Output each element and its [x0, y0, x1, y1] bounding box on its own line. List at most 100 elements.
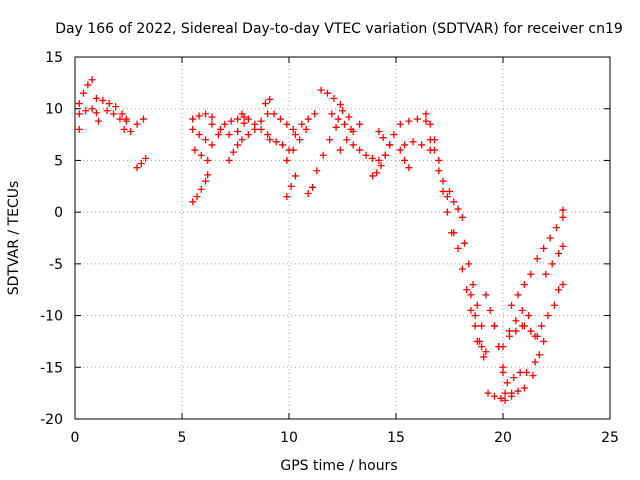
series-arc-be	[75, 117, 103, 133]
data-point	[309, 183, 317, 191]
series-arc-aj	[426, 136, 456, 237]
data-point	[326, 136, 334, 144]
data-point	[272, 138, 280, 146]
data-point	[324, 89, 332, 97]
data-point	[484, 389, 492, 397]
data-point	[435, 167, 443, 175]
series-arc-u	[291, 110, 319, 139]
data-point	[356, 120, 364, 128]
data-point	[443, 208, 451, 216]
plot-frame	[74, 56, 611, 420]
data-point	[550, 301, 558, 309]
data-point	[458, 265, 466, 273]
data-point	[334, 115, 342, 123]
series-arc-ad	[381, 131, 398, 159]
data-point	[311, 110, 319, 118]
data-point	[95, 117, 103, 125]
x-tick-label: 10	[280, 430, 298, 446]
data-point	[422, 117, 430, 125]
data-point	[405, 164, 413, 172]
data-point	[202, 136, 210, 144]
data-point	[463, 286, 471, 294]
data-point	[287, 182, 295, 190]
data-point	[471, 322, 479, 330]
data-point	[377, 162, 385, 170]
data-point	[544, 312, 552, 320]
data-point	[531, 358, 539, 366]
data-point	[240, 119, 248, 127]
data-point	[133, 120, 141, 128]
data-point	[75, 125, 83, 133]
data-point	[490, 392, 498, 400]
data-point	[142, 154, 150, 162]
y-axis-title: SDTVAR / TECUs	[6, 181, 22, 296]
data-point	[88, 105, 96, 113]
series-arc-am	[460, 239, 486, 330]
data-point	[82, 107, 90, 115]
data-point	[120, 125, 128, 133]
data-point	[193, 193, 201, 201]
data-point	[396, 146, 404, 154]
series-arc-ar	[484, 389, 509, 402]
y-tick-label: 0	[54, 205, 63, 221]
data-point	[559, 242, 567, 250]
data-point	[490, 322, 498, 330]
series-arc-bb	[542, 242, 567, 278]
data-point	[116, 115, 124, 123]
data-point	[548, 260, 556, 268]
data-point	[204, 156, 212, 164]
data-point	[244, 115, 252, 123]
series-arc-w	[313, 123, 340, 175]
series-arc-ae	[375, 127, 387, 142]
data-point	[214, 131, 222, 139]
series-arc-ay	[531, 301, 558, 340]
data-point	[368, 154, 376, 162]
data-point	[542, 270, 550, 278]
series-arc-t	[283, 172, 299, 201]
data-point	[531, 332, 539, 340]
data-point	[435, 156, 443, 164]
data-point	[84, 81, 92, 89]
data-point	[279, 141, 287, 149]
data-point	[227, 117, 235, 125]
data-point	[191, 146, 199, 154]
data-point	[386, 141, 394, 149]
data-point	[512, 327, 520, 335]
data-point	[341, 120, 349, 128]
series-arc-b	[75, 105, 100, 118]
x-tick-label: 25	[601, 430, 619, 446]
x-tick-label: 15	[387, 430, 405, 446]
data-point	[379, 134, 387, 142]
data-point	[514, 291, 522, 299]
data-point	[234, 115, 242, 123]
x-axis-title: GPS time / hours	[280, 458, 397, 474]
data-point	[450, 198, 458, 206]
data-point	[553, 224, 560, 232]
data-point	[302, 125, 310, 133]
series-arc-bd	[555, 281, 567, 294]
data-point	[229, 148, 237, 156]
data-point	[401, 141, 409, 149]
series-arc-av	[508, 270, 535, 309]
data-point	[289, 125, 297, 133]
data-point	[508, 392, 516, 400]
data-point	[197, 151, 205, 159]
data-point	[520, 322, 528, 330]
data-point	[381, 151, 389, 159]
data-point	[195, 131, 203, 139]
series-arc-at	[499, 306, 526, 351]
series-arc-az	[531, 351, 543, 366]
data-point	[92, 94, 100, 102]
data-point	[469, 281, 477, 289]
series-arc-au	[505, 312, 533, 340]
data-point	[202, 110, 210, 118]
y-tick-label: -10	[40, 309, 63, 325]
data-point	[137, 160, 145, 168]
data-point	[257, 117, 265, 125]
data-point	[555, 250, 563, 258]
data-point	[540, 337, 548, 345]
data-point	[133, 164, 141, 172]
data-point	[546, 234, 554, 242]
data-point	[276, 115, 284, 123]
data-point	[195, 112, 203, 120]
